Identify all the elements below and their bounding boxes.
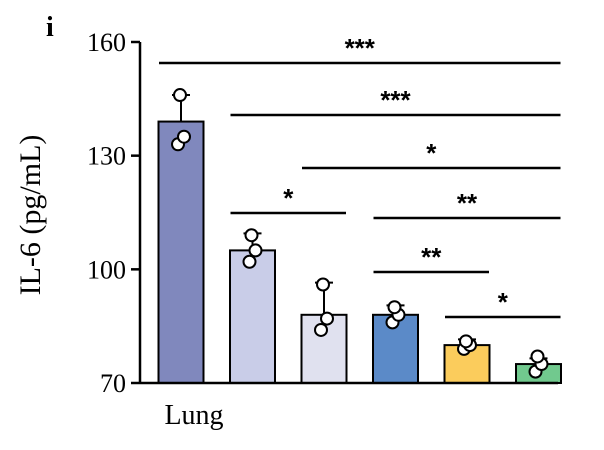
data-point <box>459 334 473 349</box>
data-point <box>320 311 334 326</box>
data-point <box>316 277 330 292</box>
significance-label-7: * <box>498 287 509 317</box>
data-point <box>173 88 187 103</box>
significance-label-5: ** <box>457 188 478 218</box>
data-point <box>244 228 259 243</box>
significance-label-1: *** <box>345 33 376 63</box>
data-point <box>177 129 191 144</box>
panel-label: i <box>46 12 54 43</box>
bar-2 <box>229 249 276 384</box>
data-point <box>248 243 263 258</box>
y-ticks: 70 100 130 160 <box>87 28 140 398</box>
y-axis-label: IL-6 (pg/mL) <box>14 135 47 296</box>
significance-label-4: * <box>283 183 294 213</box>
data-point <box>314 322 328 337</box>
significance-brackets: ******** ***** <box>159 33 561 319</box>
significance-label-3: * <box>426 138 437 168</box>
x-axis-label: Lung <box>164 400 223 431</box>
significance-label-6: ** <box>421 242 442 272</box>
y-tick-label: 160 <box>87 28 126 57</box>
data-point <box>242 254 257 269</box>
y-tick-label: 70 <box>100 369 126 398</box>
data-point <box>387 300 402 315</box>
y-tick-label: 100 <box>87 255 126 284</box>
data-point <box>530 349 545 364</box>
bars <box>140 88 562 385</box>
bar-1 <box>157 120 205 384</box>
significance-label-2: *** <box>380 85 411 115</box>
y-tick-label: 130 <box>87 142 126 171</box>
